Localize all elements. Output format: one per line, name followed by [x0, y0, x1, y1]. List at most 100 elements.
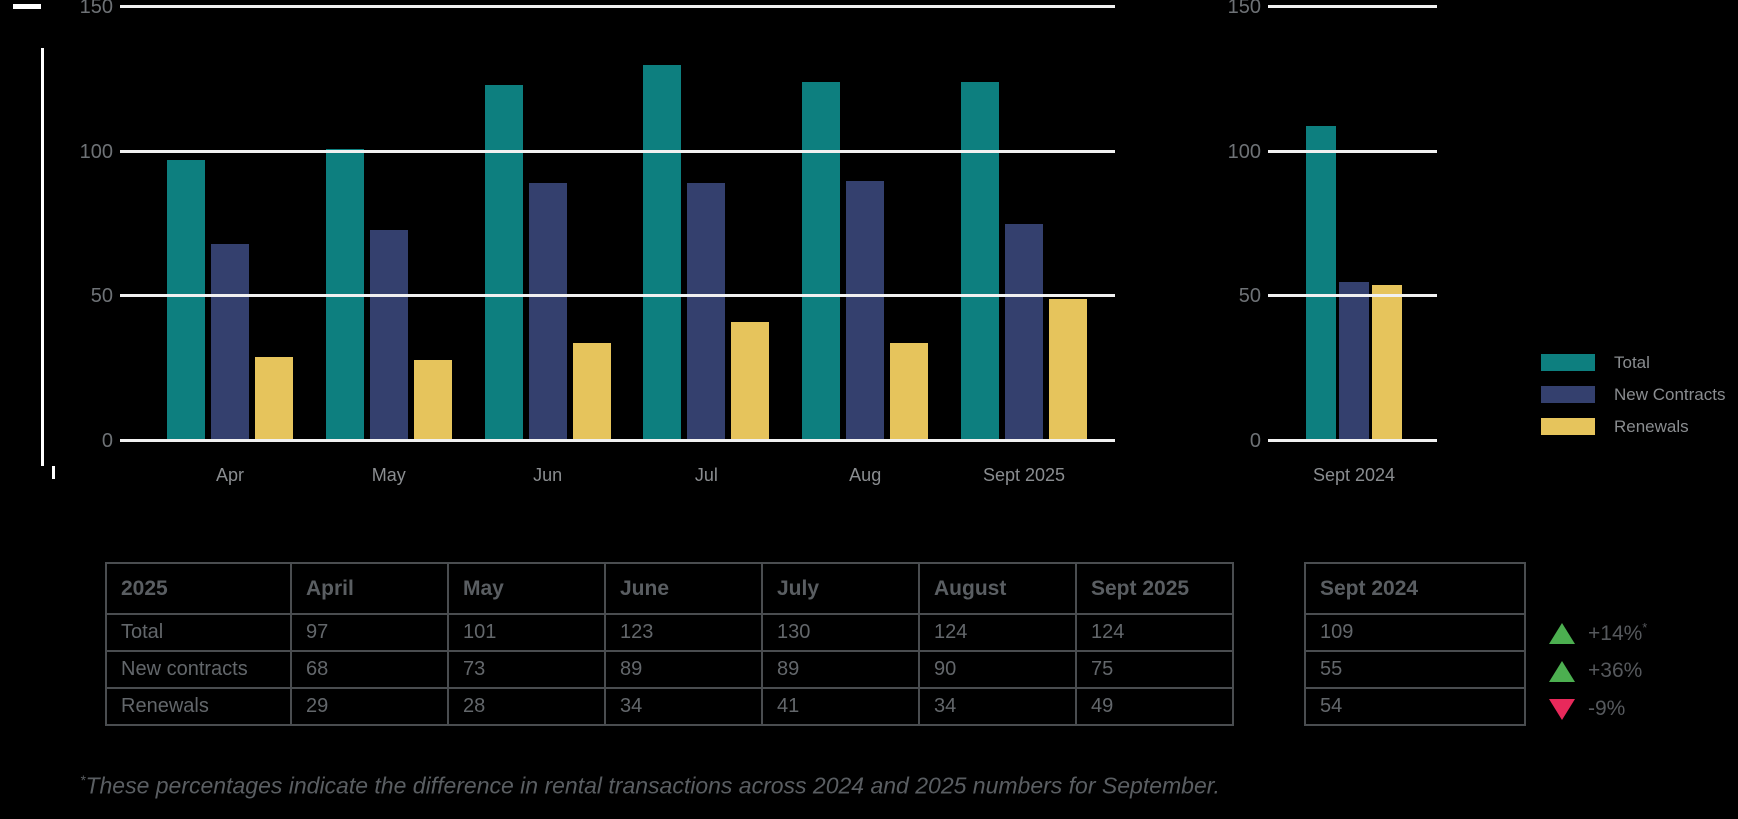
y-tick-label: 0 — [1249, 430, 1261, 452]
cell-value: 41 — [761, 687, 920, 726]
delta-value: +14%* — [1588, 620, 1648, 645]
x-axis-label-jul: Jul — [694, 465, 718, 485]
table-2025-header-july: July — [761, 562, 920, 615]
bar-new-contracts — [369, 230, 408, 441]
triangle-down-icon — [1549, 698, 1575, 720]
bar-new-contracts — [1004, 224, 1043, 441]
bar-total — [960, 82, 999, 441]
legend-swatch-renewals — [1541, 418, 1595, 435]
table-row-renewals: Renewals 29 28 34 41 34 49 — [105, 687, 1234, 726]
cell-value: 101 — [447, 613, 606, 652]
bar-total — [802, 82, 841, 441]
legend-swatch-total — [1541, 354, 1595, 371]
cell-value: 124 — [1075, 613, 1234, 652]
delta-row: +36% — [1549, 652, 1647, 690]
row-label: Total — [105, 613, 292, 652]
triangle-up-icon — [1549, 622, 1575, 644]
bar-renewals — [413, 360, 452, 441]
row-label: Renewals — [105, 687, 292, 726]
legend: Total New Contracts Renewals — [1541, 352, 1726, 436]
y-tick-label: 50 — [1238, 285, 1261, 307]
gridline-100 — [120, 150, 1115, 153]
y-tick-label: 0 — [101, 430, 113, 452]
gridline-150 — [1268, 5, 1437, 8]
y-tick-label: 50 — [90, 285, 113, 307]
legend-label-new-contracts: New Contracts — [1614, 384, 1726, 404]
bar-new-contracts — [687, 183, 726, 441]
delta-row: +14%* — [1549, 614, 1647, 652]
footnote-text: These percentages indicate the differenc… — [85, 772, 1220, 799]
cell-value: 55 — [1304, 650, 1526, 689]
triangle-up-icon — [1549, 660, 1575, 682]
cell-value: 54 — [1304, 687, 1526, 726]
bar-new-contracts — [846, 181, 885, 441]
table-2025-header-june: June — [604, 562, 763, 615]
bar-group-sept-2024: Sept 2024 — [1306, 126, 1402, 485]
table-2025-header-sept-2025: Sept 2025 — [1075, 562, 1234, 615]
legend-item-total: Total — [1541, 352, 1725, 372]
bar-renewals — [890, 343, 929, 441]
cell-value: 29 — [290, 687, 449, 726]
legend-swatch-new-contracts — [1541, 386, 1595, 403]
legend-label-renewals: Renewals — [1614, 416, 1689, 436]
table-2024-row: 54 — [1304, 687, 1526, 726]
delta-value: -9% — [1588, 697, 1626, 720]
bar-new-contracts — [528, 183, 567, 441]
table-2025-header-2025: 2025 — [105, 562, 292, 615]
cell-value: 49 — [1075, 687, 1234, 726]
table-2025-header-august: August — [918, 562, 1077, 615]
table-2024-header-row: Sept 2024 — [1304, 562, 1526, 615]
bar-group-jul: Jul — [643, 65, 770, 485]
gridline-50 — [120, 294, 1115, 297]
gridline-0 — [120, 439, 1115, 442]
delta-row: -9% — [1549, 690, 1647, 728]
row-label: New contracts — [105, 650, 292, 689]
cell-value: 68 — [290, 650, 449, 689]
cell-value: 109 — [1304, 613, 1526, 652]
y-tick-label: 150 — [1227, 0, 1261, 18]
decor-bottom-tick — [52, 466, 55, 479]
y-tick-label: 150 — [79, 0, 113, 18]
table-2025-header-row: 2025 April May June July August Sept 2025 — [105, 562, 1234, 615]
x-axis-label-apr: Apr — [215, 465, 245, 485]
cell-value: 89 — [604, 650, 763, 689]
table-row-total: Total 97 101 123 130 124 124 — [105, 613, 1234, 652]
cell-value: 34 — [604, 687, 763, 726]
x-axis-label-aug: Aug — [849, 465, 882, 485]
table-2024: Sept 2024 109 55 54 — [1304, 562, 1526, 726]
x-axis-label-sept-2025: Sept 2025 — [982, 465, 1066, 485]
delta-footnote-marker: * — [1642, 620, 1648, 635]
y-tick-label: 100 — [79, 141, 113, 163]
cell-value: 90 — [918, 650, 1077, 689]
bar-renewals — [255, 357, 293, 441]
table-2025: 2025 April May June July August Sept 2025 Total… — [105, 562, 1234, 726]
cell-value: 123 — [604, 613, 763, 652]
x-axis-label-jun: Jun — [533, 465, 563, 485]
gridline-0 — [1268, 439, 1437, 442]
gridline-100 — [1268, 150, 1437, 153]
legend-label-total: Total — [1614, 352, 1650, 372]
delta-value: +36% — [1588, 659, 1643, 682]
cell-value: 28 — [447, 687, 606, 726]
x-axis-label-sept-2024: Sept 2024 — [1312, 465, 1396, 485]
table-2024-header: Sept 2024 — [1304, 562, 1526, 615]
decor-top-dash — [13, 4, 41, 9]
table-2024-row: 109 — [1304, 613, 1526, 652]
cell-value: 73 — [447, 650, 606, 689]
bar-renewals — [1048, 299, 1087, 441]
table-2024-row: 55 — [1304, 650, 1526, 689]
bar-renewals — [1372, 285, 1402, 441]
bar-renewals — [731, 322, 770, 441]
decor-vertical-line — [41, 48, 44, 466]
legend-item-new-contracts: New Contracts — [1541, 384, 1726, 404]
bar-total — [484, 85, 523, 441]
cell-value: 124 — [918, 613, 1077, 652]
bar-new-contracts — [211, 244, 249, 441]
cell-value: 130 — [761, 613, 920, 652]
bar-group-apr: Apr — [167, 160, 293, 485]
left-chart-bars: Apr May Jun Jul Aug Sept 2025 — [167, 7, 1087, 485]
footnote-marker: * — [80, 772, 86, 788]
cell-value: 89 — [761, 650, 920, 689]
legend-item-renewals: Renewals — [1541, 416, 1725, 436]
footnote: *These percentages indicate the differen… — [80, 772, 1220, 800]
